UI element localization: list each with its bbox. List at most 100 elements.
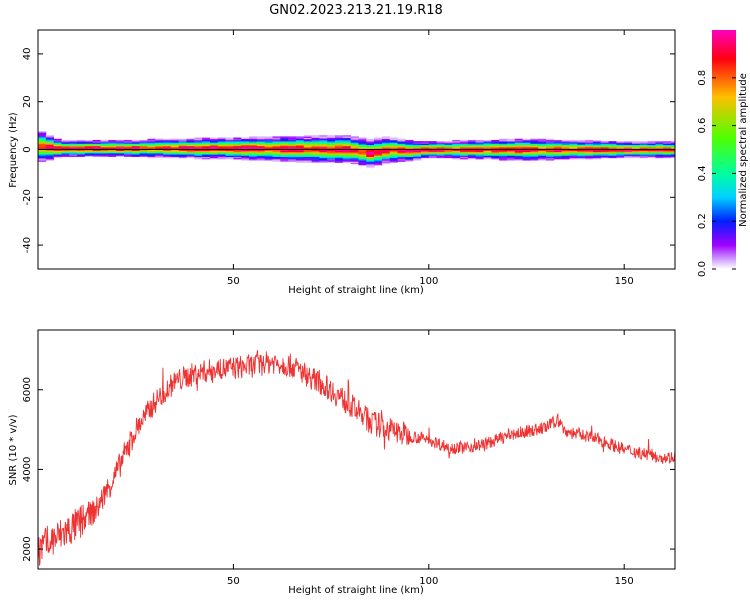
spectrogram-cell — [108, 142, 117, 144]
spectrogram-cell — [38, 131, 47, 134]
spectrogram-cell — [428, 155, 438, 157]
spectrogram-cell — [358, 157, 367, 160]
spectrogram-cell — [241, 139, 250, 142]
spectrogram-cell — [170, 149, 180, 151]
spectrogram-cell — [45, 153, 55, 155]
spectrogram-cell — [499, 144, 508, 147]
spectrogram-cell — [577, 149, 586, 151]
spectrogram-cell — [272, 159, 281, 161]
spectrogram-cell — [108, 154, 117, 156]
spectrogram-cell — [194, 154, 203, 156]
spectrogram-x-axis-label: Height of straight line (km) — [288, 285, 424, 296]
spectrogram-cell — [632, 144, 641, 147]
spectrogram-cell — [538, 153, 547, 155]
spectrogram-cell — [327, 161, 336, 163]
spectrogram-cell — [139, 145, 148, 148]
spectrogram-cell — [249, 142, 258, 144]
spectrogram-cell — [163, 151, 172, 154]
spectrogram-cell — [311, 157, 320, 160]
spectrogram-cell — [436, 144, 445, 147]
spectrogram-cell — [139, 155, 148, 157]
spectrogram-cell — [467, 157, 477, 160]
spectrogram-cell — [155, 147, 164, 149]
spectrogram-cell — [100, 139, 109, 142]
spectrogram-cell — [61, 139, 70, 142]
spectrogram-cell — [335, 151, 344, 154]
spectrogram-cell — [123, 150, 133, 153]
spectrogram-cell — [319, 160, 328, 162]
spectrogram-cell — [280, 159, 289, 161]
spectrogram-cell — [209, 139, 219, 142]
spectrogram-cell — [335, 137, 344, 140]
spectrogram-cell — [608, 145, 617, 148]
spectrogram-cell — [38, 136, 47, 138]
spectrogram-cell — [53, 156, 62, 159]
spectrogram-cell — [163, 153, 172, 155]
spectrogram-cell — [45, 144, 55, 147]
spectrogram-cell — [553, 141, 563, 143]
spectrogram-cell — [475, 139, 484, 142]
spectrogram-cell — [538, 141, 547, 143]
spectrogram-cell — [202, 144, 211, 147]
spectrogram-cell — [389, 137, 398, 140]
spectrogram-cell — [209, 150, 219, 153]
spectrogram-cell — [280, 145, 289, 148]
spectrogram-cell — [538, 144, 547, 147]
spectrogram-cell — [577, 141, 586, 143]
spectrogram-cell — [295, 143, 305, 146]
spectrogram-cell — [116, 155, 125, 157]
spectrogram-cell — [217, 154, 226, 156]
spectrogram-cell — [366, 150, 375, 153]
spectrogram-cell — [428, 153, 438, 155]
spectrogram-cell — [647, 141, 656, 143]
spectrogram-cell — [303, 138, 312, 141]
spectrogram-cell — [335, 141, 344, 143]
spectrogram-cell — [139, 143, 148, 146]
spectrogram-cell — [319, 141, 328, 143]
spectrogram-cell — [585, 139, 594, 142]
spectrogram-cell — [45, 155, 55, 157]
spectrogram-cell — [663, 154, 672, 156]
spectrogram-cell — [186, 143, 195, 146]
spectrogram-cell — [671, 154, 676, 156]
spectrogram-cell — [546, 157, 555, 160]
spectrogram-cell — [288, 139, 297, 142]
spectrogram-cell — [264, 154, 273, 156]
spectrogram-cell — [514, 150, 523, 153]
spectrogram-cell — [632, 143, 641, 146]
spectrogram-cell — [303, 150, 312, 153]
spectrogram-cell — [389, 155, 398, 157]
spectrogram-cell — [491, 150, 500, 153]
spectrogram-cell — [38, 160, 47, 162]
spectrogram-cell — [155, 153, 164, 155]
spectrogram-cell — [241, 151, 250, 154]
spectrogram-cell — [452, 155, 461, 157]
spectrogram-cell — [522, 151, 531, 154]
spectrogram-cell — [436, 147, 445, 149]
spectrogram-cell — [632, 150, 641, 153]
spectrogram-cell — [475, 142, 484, 144]
spectrogram-cell — [272, 141, 281, 143]
spectrogram-cell — [366, 142, 375, 144]
spectrogram-cell — [147, 154, 156, 156]
spectrogram-cell — [553, 151, 563, 154]
spectrogram-cell — [436, 156, 445, 159]
spectrogram-cell — [592, 144, 602, 147]
spectrogram-cell — [45, 137, 55, 140]
spectrogram-cell — [608, 154, 617, 156]
spectrogram-cell — [123, 153, 133, 155]
spectrogram-cell — [288, 142, 297, 144]
spectrogram-cell — [303, 154, 312, 156]
spectrogram-cell — [272, 156, 281, 159]
spectrogram-cell — [420, 147, 430, 149]
spectrogram-cell — [350, 145, 359, 148]
spectrogram-cell — [280, 139, 289, 142]
spectrogram-cell — [514, 141, 523, 143]
spectrogram-cell — [366, 155, 375, 157]
spectrogram-cell — [147, 143, 156, 146]
spectrogram-cell — [546, 142, 555, 144]
spectrogram-cell — [569, 144, 578, 147]
spectrogram-cell — [209, 137, 219, 140]
spectrogram-cell — [38, 154, 47, 156]
spectrogram-cell — [69, 147, 78, 149]
